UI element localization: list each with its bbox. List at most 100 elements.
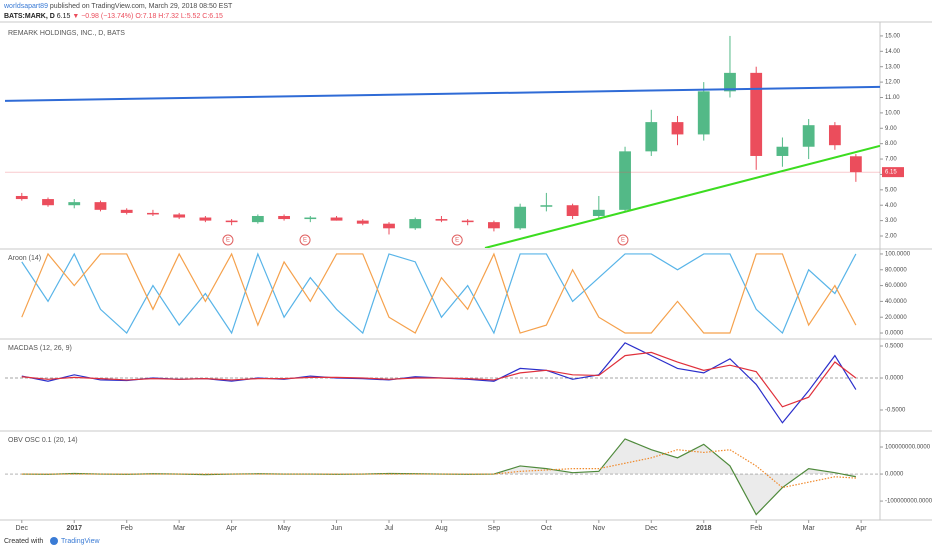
x-tick-label: 2017 xyxy=(66,525,82,532)
y-tick-label: 80.0000 xyxy=(885,267,907,273)
y-tick-label: 0.0000 xyxy=(885,376,904,382)
x-tick-label: Apr xyxy=(856,525,868,532)
candle-body xyxy=(461,220,474,223)
quote-line: BATS:MARK, D 6.15 ▼ −0.98 (−13.74%) O:7.… xyxy=(4,13,223,20)
candle-body xyxy=(409,219,422,229)
panel-title: REMARK HOLDINGS, INC., D, BATS xyxy=(8,30,125,37)
y-tick-label: 5.00 xyxy=(885,187,897,193)
candle-body xyxy=(120,209,133,213)
plot xyxy=(21,252,857,335)
last-price-label: 6.15 xyxy=(885,170,897,176)
candle-body xyxy=(278,215,290,220)
x-tick-label: Feb xyxy=(121,525,133,532)
plot xyxy=(21,438,856,516)
earnings-marker xyxy=(617,234,629,246)
earnings-marker xyxy=(299,234,311,246)
candle-body xyxy=(776,146,789,156)
candle-body xyxy=(566,205,579,216)
y-tick-label: 13.00 xyxy=(885,64,901,70)
y-tick-label: 2.00 xyxy=(885,234,897,240)
candle-body xyxy=(304,217,317,220)
symbol: BATS:MARK, D xyxy=(4,13,55,20)
y-tick-label: -0.5000 xyxy=(885,408,906,414)
change: ▼ −0.98 (−13.74%) xyxy=(72,13,133,20)
earnings-marker xyxy=(451,234,463,246)
high: H:7.32 xyxy=(158,13,179,20)
x-tick-label: Apr xyxy=(226,525,238,532)
candle-body xyxy=(356,220,369,224)
tv-logo xyxy=(50,537,58,545)
last: 6.15 xyxy=(57,13,71,20)
footer-brand[interactable]: TradingView xyxy=(61,538,100,545)
x-tick-label: 2018 xyxy=(696,525,712,532)
candle-body xyxy=(330,217,343,221)
y-tick-label: 0.0000 xyxy=(885,331,904,337)
publish-line: worldsapart89 published on TradingView.c… xyxy=(3,3,233,10)
series-line xyxy=(21,252,857,335)
earnings-label: E xyxy=(621,238,625,244)
plot xyxy=(21,342,857,424)
panel-title: OBV OSC 0.1 (20, 14) xyxy=(8,437,78,444)
low: L:5.52 xyxy=(181,13,201,20)
x-tick-label: Mar xyxy=(173,525,186,532)
x-tick-label: Dec xyxy=(645,525,658,532)
osc-area xyxy=(21,438,856,515)
y-tick-label: 4.00 xyxy=(885,203,897,209)
y-tick-label: 100.0000 xyxy=(885,252,911,258)
candle-body xyxy=(488,222,500,229)
candle-body xyxy=(383,223,395,229)
x-tick-label: May xyxy=(277,525,291,532)
y-tick-label: 8.00 xyxy=(885,141,897,147)
y-tick-label: 0.5000 xyxy=(885,344,904,350)
x-tick-label: Oct xyxy=(541,525,552,532)
candle-body xyxy=(697,91,710,135)
candle-body xyxy=(147,212,159,215)
series-line xyxy=(21,252,857,334)
open: O:7.18 xyxy=(135,13,156,20)
trendline xyxy=(5,85,880,102)
candle-body xyxy=(724,72,736,92)
y-tick-label: 100000000.0000 xyxy=(885,445,931,451)
trendline xyxy=(484,144,880,248)
candle-body xyxy=(514,206,527,229)
close: C:6.15 xyxy=(202,13,223,20)
candle-body xyxy=(42,199,54,206)
candle-body xyxy=(671,122,684,135)
earnings-marker xyxy=(222,234,234,246)
candle-body xyxy=(225,220,238,223)
footer-created: Created with xyxy=(4,538,43,545)
x-tick-label: Aug xyxy=(435,525,448,532)
series-line xyxy=(21,449,856,489)
x-tick-label: Mar xyxy=(803,525,816,532)
candle-body xyxy=(828,125,841,146)
candle-body xyxy=(849,156,862,173)
candle-body xyxy=(540,205,553,207)
y-tick-label: 11.00 xyxy=(885,95,900,101)
candle-body xyxy=(251,215,264,223)
x-tick-label: Sep xyxy=(488,525,501,532)
candle-body xyxy=(199,217,212,221)
x-tick-label: Nov xyxy=(593,525,606,532)
earnings-label: E xyxy=(455,238,459,244)
author[interactable]: worldsapart89 xyxy=(3,3,48,10)
x-tick-label: Feb xyxy=(750,525,762,532)
y-tick-label: 12.00 xyxy=(885,80,901,86)
candle-body xyxy=(645,122,658,152)
earnings-label: E xyxy=(303,238,307,244)
candle-body xyxy=(435,219,448,221)
y-tick-label: 15.00 xyxy=(885,34,901,40)
y-tick-label: -100000000.0000 xyxy=(885,499,932,505)
candle-body xyxy=(94,202,107,210)
candle-body xyxy=(750,72,763,156)
last-price-tag xyxy=(882,167,904,178)
published: published on TradingView.com, March 29, … xyxy=(48,3,233,10)
series-line xyxy=(21,438,856,516)
y-tick-label: 60.0000 xyxy=(885,283,907,289)
candle-body xyxy=(15,195,28,200)
candle-body xyxy=(173,214,186,218)
candle-body xyxy=(802,125,815,147)
panel-title: MACDAS (12, 26, 9) xyxy=(8,345,72,352)
y-tick-label: 14.00 xyxy=(885,49,901,55)
y-tick-label: 7.00 xyxy=(885,157,897,163)
